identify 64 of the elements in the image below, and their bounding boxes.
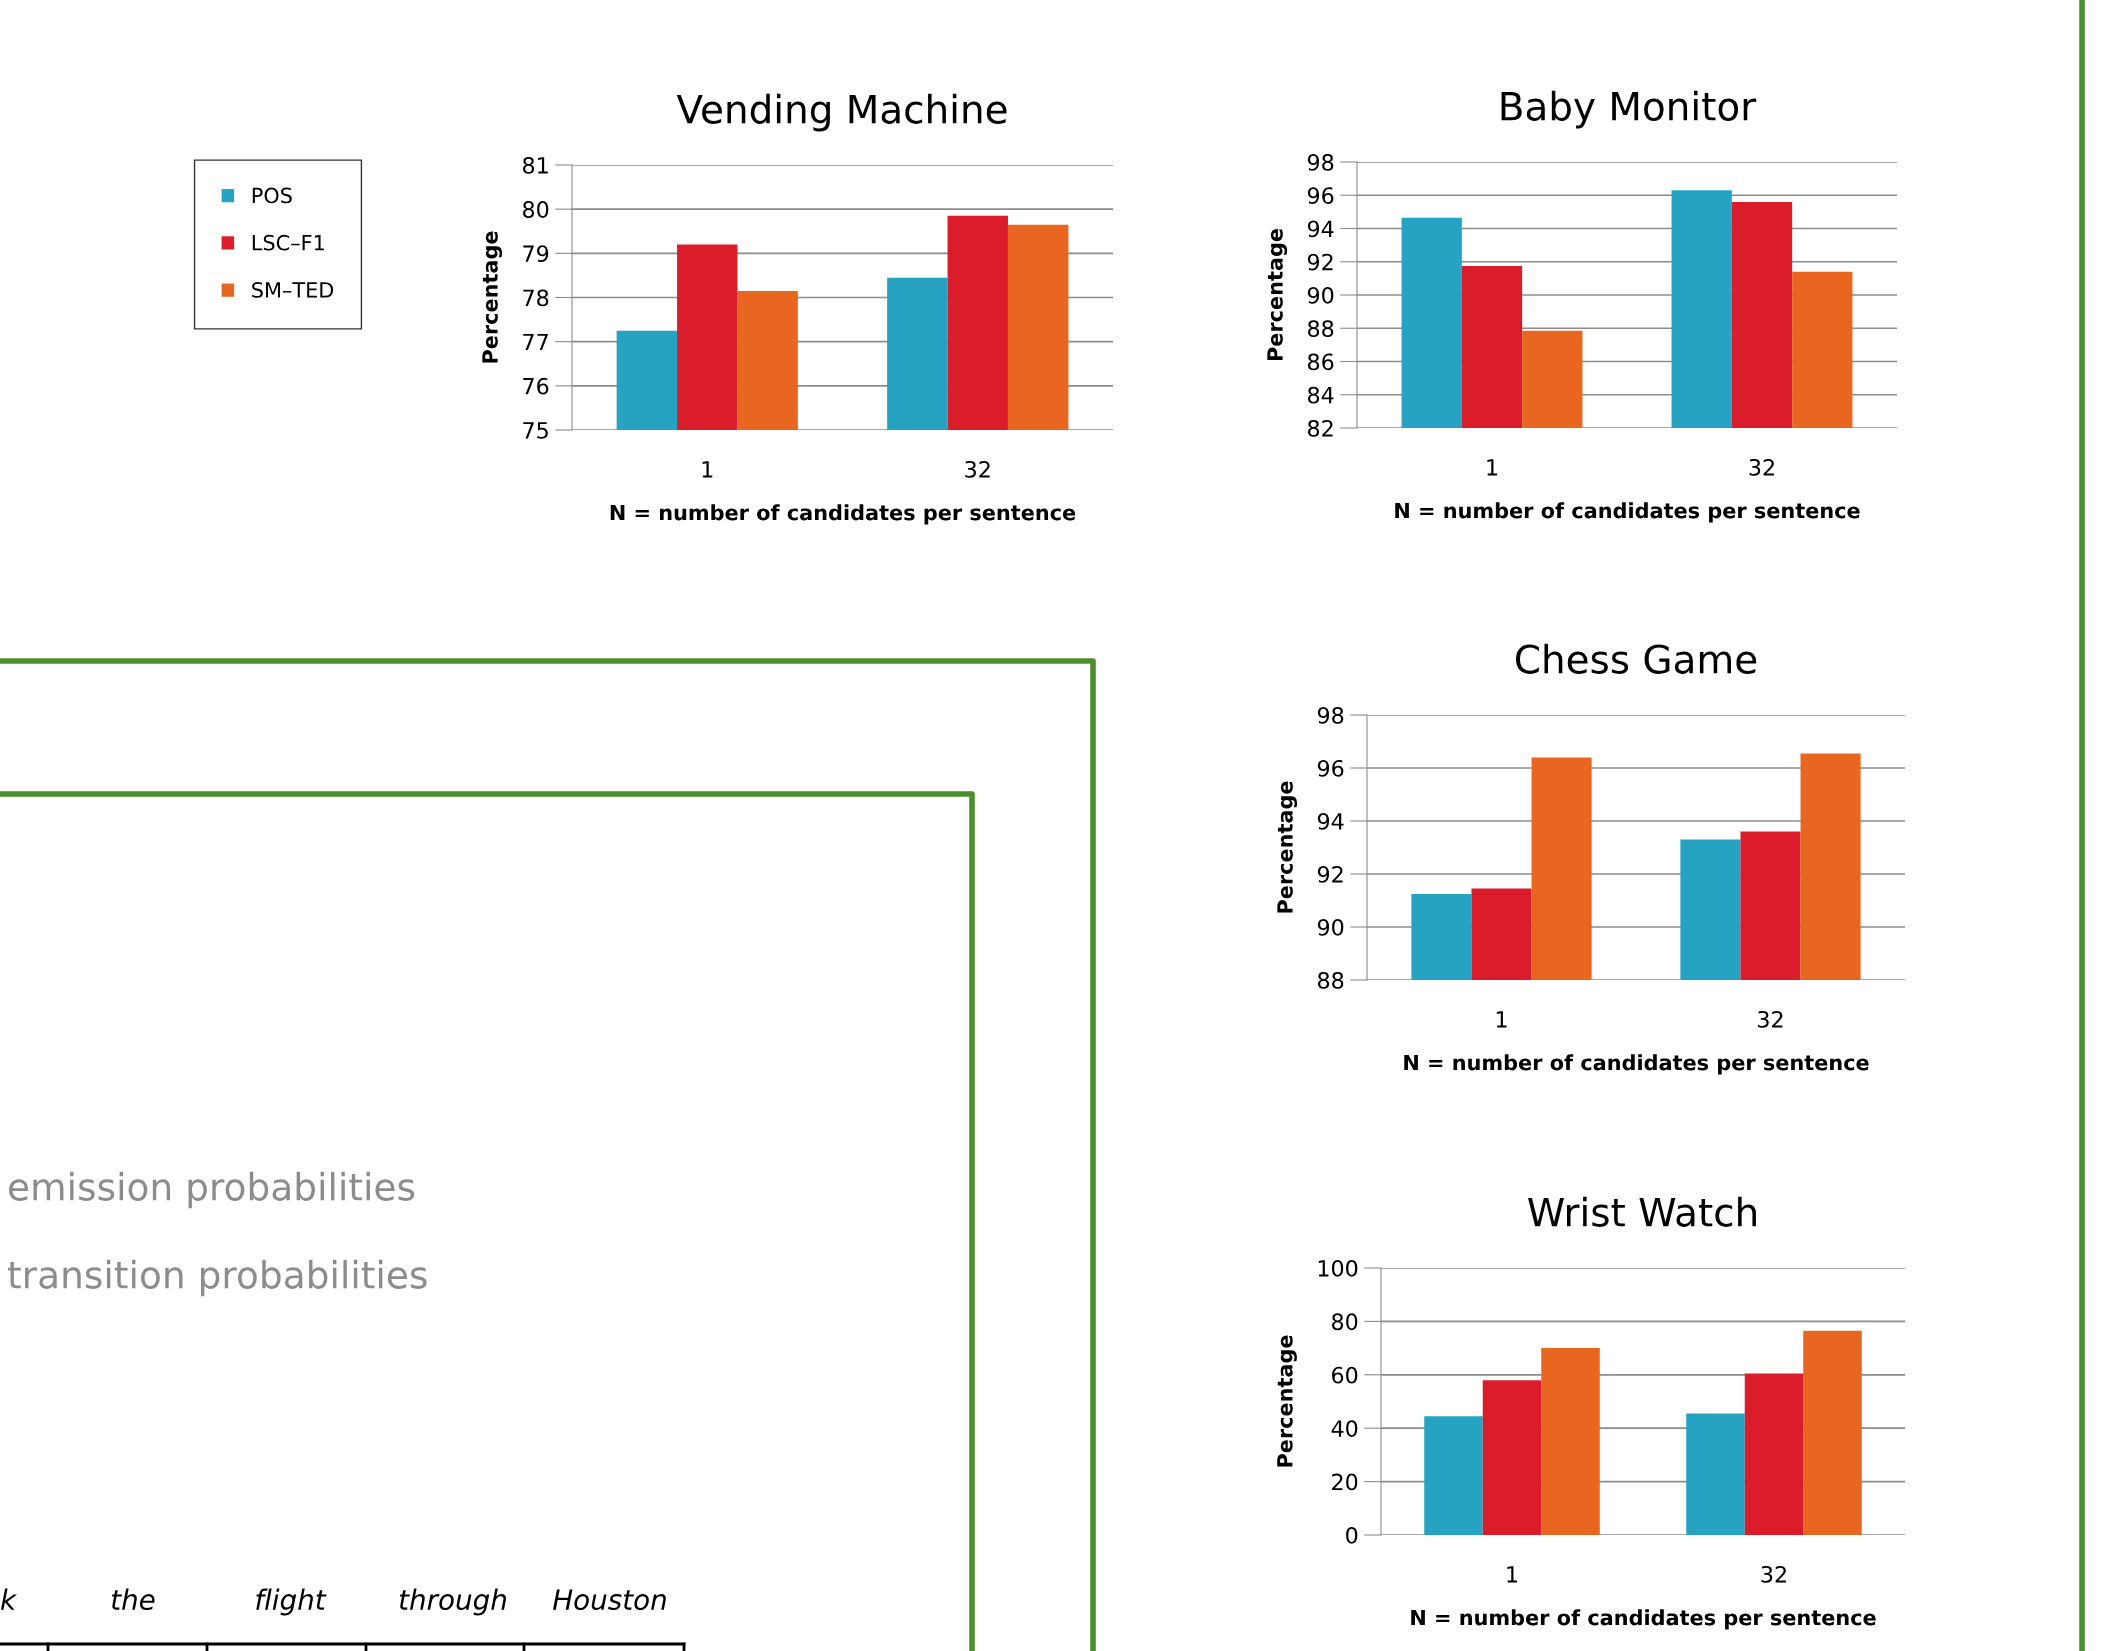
y-tick-label: 20 xyxy=(1332,1473,1358,1491)
y-tick-label: 0 xyxy=(1346,1526,1358,1544)
bar xyxy=(1482,1380,1542,1535)
text: Houston xyxy=(553,1589,666,1611)
y-tick-label: 76 xyxy=(523,377,549,395)
y-tick-label: 88 xyxy=(1318,971,1344,989)
y-axis-title: Percentage xyxy=(1277,1335,1297,1467)
x-tick-label: 1 xyxy=(1487,459,1498,476)
y-tick-label: 78 xyxy=(523,289,549,307)
text: k xyxy=(0,1588,17,1610)
y-axis-title: Percentage xyxy=(1277,781,1298,913)
text: flight xyxy=(256,1588,327,1616)
y-tick-label: 86 xyxy=(1308,353,1334,371)
y-tick-label: 92 xyxy=(1307,253,1333,271)
x-tick-label: 1 xyxy=(1496,1011,1507,1028)
y-axis-title: Percentage xyxy=(482,231,503,363)
x-tick-label: 32 xyxy=(965,460,990,478)
y-tick-label: 80 xyxy=(1332,1313,1358,1331)
chart-title: Baby Monitor xyxy=(1501,90,1757,129)
x-tick-label: 1 xyxy=(1507,1566,1518,1583)
legend-label: LSC–F1 xyxy=(252,234,324,251)
y-tick-label: 96 xyxy=(1317,759,1344,777)
y-tick-label: 81 xyxy=(523,156,548,174)
bar xyxy=(1744,1373,1804,1535)
y-tick-label: 90 xyxy=(1317,918,1344,936)
y-tick-label: 94 xyxy=(1307,220,1334,238)
y-tick-label: 75 xyxy=(523,422,548,439)
x-axis-title: N = number of candidates per sentence xyxy=(1411,1609,1876,1630)
x-tick-label: 32 xyxy=(1749,458,1774,476)
y-tick-label: 60 xyxy=(1332,1366,1358,1384)
y-tick-label: 40 xyxy=(1331,1420,1358,1437)
y-axis-title: Percentage xyxy=(1267,228,1288,361)
y-tick-label: 90 xyxy=(1307,286,1334,304)
x-axis-title: N = number of candidates per sentence xyxy=(1395,502,1860,523)
x-axis-title: N = number of candidates per sentence xyxy=(1404,1054,1869,1075)
x-axis-title: N = number of candidates per sentence xyxy=(610,504,1076,525)
legend-label: SM–TED xyxy=(252,282,334,298)
bar xyxy=(1424,1416,1483,1535)
y-tick-label: 92 xyxy=(1317,865,1343,883)
y-tick-label: 80 xyxy=(523,201,549,218)
text: the xyxy=(111,1588,155,1611)
y-tick-label: 98 xyxy=(1307,153,1334,171)
y-tick-label: 88 xyxy=(1308,320,1334,338)
text: through xyxy=(399,1588,506,1616)
text: transition probabilities xyxy=(8,1259,427,1297)
bar xyxy=(1686,1413,1745,1535)
x-tick-label: 32 xyxy=(1758,1010,1783,1028)
y-tick-label: 82 xyxy=(1308,419,1333,437)
y-tick-label: 96 xyxy=(1307,187,1334,205)
y-tick-label: 77 xyxy=(523,333,548,351)
text: emission probabilities xyxy=(9,1171,415,1209)
y-tick-label: 98 xyxy=(1317,706,1344,724)
x-tick-label: 32 xyxy=(1761,1565,1786,1583)
x-tick-label: 1 xyxy=(702,461,713,478)
bar xyxy=(1541,1348,1600,1535)
chart-title: Chess Game xyxy=(1515,643,1757,674)
y-tick-label: 94 xyxy=(1317,812,1344,830)
legend-label: POS xyxy=(252,187,292,204)
chart-title: Vending Machine xyxy=(676,93,1007,132)
chart-title: Wrist Watch xyxy=(1528,1196,1756,1227)
y-tick-label: 100 xyxy=(1318,1259,1358,1277)
y-tick-label: 84 xyxy=(1308,386,1334,404)
y-tick-label: 79 xyxy=(523,245,549,263)
bar xyxy=(1803,1330,1862,1535)
